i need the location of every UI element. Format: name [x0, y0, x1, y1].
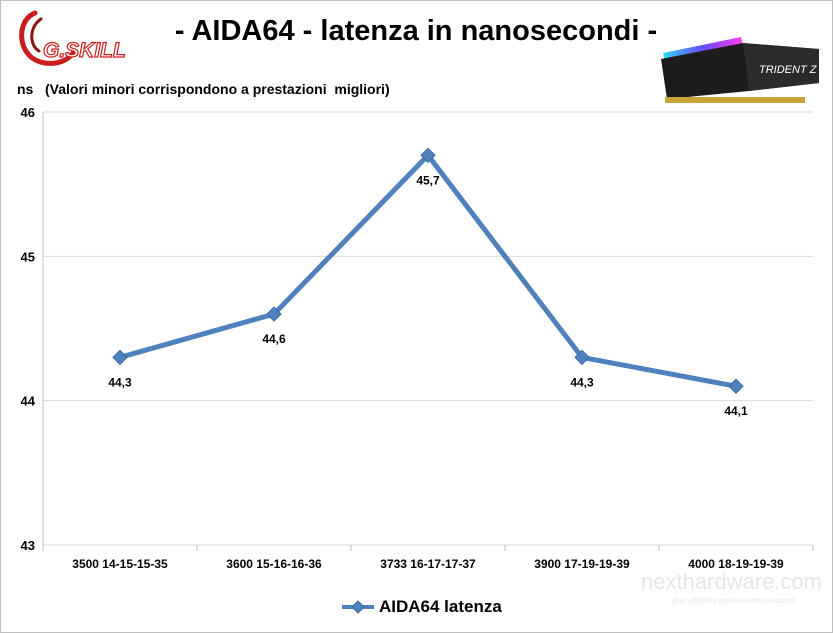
x-tick-label: 4000 18-19-19-39	[688, 557, 784, 571]
product-text: TRIDENT Z	[759, 64, 818, 76]
data-label: 44,3	[570, 375, 594, 389]
x-tick-label: 3500 14-15-15-35	[72, 557, 168, 571]
data-label: 44,6	[262, 332, 286, 346]
data-label: 44,1	[724, 404, 748, 418]
y-tick-label: 43	[21, 538, 35, 553]
series-line	[117, 152, 739, 389]
chart-subtitle: ns (Valori minori corrispondono a presta…	[17, 81, 390, 97]
y-tick-label: 45	[21, 249, 35, 264]
data-point-marker	[112, 349, 128, 366]
watermark-tagline: your ultimate professional resource	[671, 596, 796, 605]
legend-swatch	[342, 600, 374, 614]
y-tick-label: 46	[21, 105, 35, 120]
x-tick-label: 3900 17-19-19-39	[534, 557, 630, 571]
data-point-marker	[574, 349, 590, 366]
data-point-marker	[266, 306, 282, 322]
gskill-logo: G.SKILL	[19, 10, 126, 66]
chart-title: - AIDA64 - latenza in nanosecondi -	[174, 15, 658, 47]
y-tick-label: 44	[21, 394, 36, 409]
data-label: 44,3	[108, 375, 132, 389]
x-tick-label: 3733 16-17-17-37	[380, 557, 476, 571]
data-point-marker	[420, 147, 436, 164]
legend: AIDA64 latenza	[341, 596, 502, 618]
data-point-marker	[728, 378, 744, 394]
legend-label: AIDA64 latenza	[379, 597, 502, 616]
logo-text: G.SKILL	[43, 39, 126, 62]
watermark: nexthardware.com your ultimate professio…	[641, 569, 821, 605]
data-label: 45,7	[416, 173, 440, 187]
x-tick-label: 3600 15-16-16-36	[226, 557, 322, 571]
ram-module-image: TRIDENT Z	[661, 37, 819, 103]
watermark-text: nexthardware.com	[641, 569, 821, 594]
